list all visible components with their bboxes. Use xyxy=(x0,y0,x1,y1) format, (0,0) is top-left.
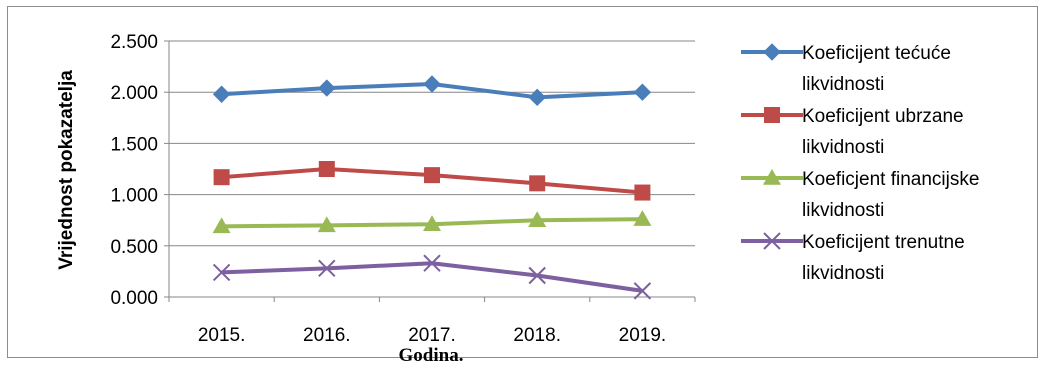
data-point xyxy=(423,75,441,93)
data-point xyxy=(423,254,441,272)
data-point xyxy=(318,161,335,177)
y-axis-title: Vrijednost pokazatelja xyxy=(56,70,77,270)
legend-label: likvidnosti xyxy=(802,200,884,221)
legend-marker xyxy=(764,107,780,123)
legend-label: Koeficjent financijske xyxy=(802,169,979,190)
data-point xyxy=(423,215,441,232)
legend: Koeficijent tećućelikvidnostiKoeficijent… xyxy=(741,43,979,284)
y-tick-label: 0.000 xyxy=(110,288,158,309)
data-point xyxy=(528,211,547,227)
data-point xyxy=(529,175,546,192)
data-point xyxy=(633,83,652,101)
legend-label: likvidnosti xyxy=(802,74,884,95)
data-point xyxy=(212,217,231,234)
series-3 xyxy=(212,210,652,234)
data-point xyxy=(528,88,546,107)
x-tick-labels: 2015. 2016. 2017. 2018. 2019. xyxy=(198,325,666,346)
data-point xyxy=(318,259,336,278)
legend-item: Koeficjent financijske likvidnosti xyxy=(741,169,979,221)
series-group xyxy=(212,75,652,300)
legend-item: Koeficijent tećuće likvidnosti xyxy=(741,43,951,95)
y-tick-label: 2.000 xyxy=(110,83,158,104)
legend-item: Koeficijent ubrzane likvidnosti xyxy=(741,106,964,158)
legend-label: likvidnosti xyxy=(802,263,884,284)
series-4 xyxy=(212,254,652,300)
data-point xyxy=(317,216,336,233)
legend-marker xyxy=(763,169,781,185)
y-tick-label: 0.500 xyxy=(110,237,158,258)
x-axis-title: Godina. xyxy=(399,345,464,365)
series-line xyxy=(221,261,643,293)
axes xyxy=(164,40,696,302)
data-point xyxy=(633,210,652,226)
x-tick-label: 2015. xyxy=(198,325,246,346)
legend-label: likvidnosti xyxy=(802,137,884,158)
data-point xyxy=(212,85,231,103)
y-tick-label: 1.000 xyxy=(110,186,158,207)
data-point xyxy=(634,184,651,201)
data-point xyxy=(424,167,440,184)
gridlines xyxy=(169,40,695,247)
y-tick-labels: 0.000 0.500 1.000 1.500 2.000 2.500 xyxy=(110,32,158,309)
legend-item: Koeficijent trenutne likvidnosti xyxy=(741,232,965,284)
x-tick-label: 2018. xyxy=(513,325,561,346)
legend-label: Koeficijent tećuće xyxy=(802,43,951,64)
data-point xyxy=(528,266,546,285)
data-point xyxy=(318,79,336,97)
legend-label: Koeficijent trenutne xyxy=(802,232,965,253)
data-point xyxy=(212,263,231,282)
y-tick-label: 2.500 xyxy=(110,32,158,53)
x-tick-label: 2016. xyxy=(303,325,351,346)
y-tick-label: 1.500 xyxy=(110,134,158,155)
data-point xyxy=(213,169,230,186)
x-tick-label: 2017. xyxy=(408,325,456,346)
legend-label: Koeficijent ubrzane xyxy=(802,106,964,127)
data-point xyxy=(633,282,652,300)
series-1 xyxy=(212,75,652,107)
legend-marker xyxy=(763,43,781,61)
x-tick-label: 2019. xyxy=(619,325,667,346)
series-2 xyxy=(213,161,651,201)
legend-marker xyxy=(763,232,781,250)
